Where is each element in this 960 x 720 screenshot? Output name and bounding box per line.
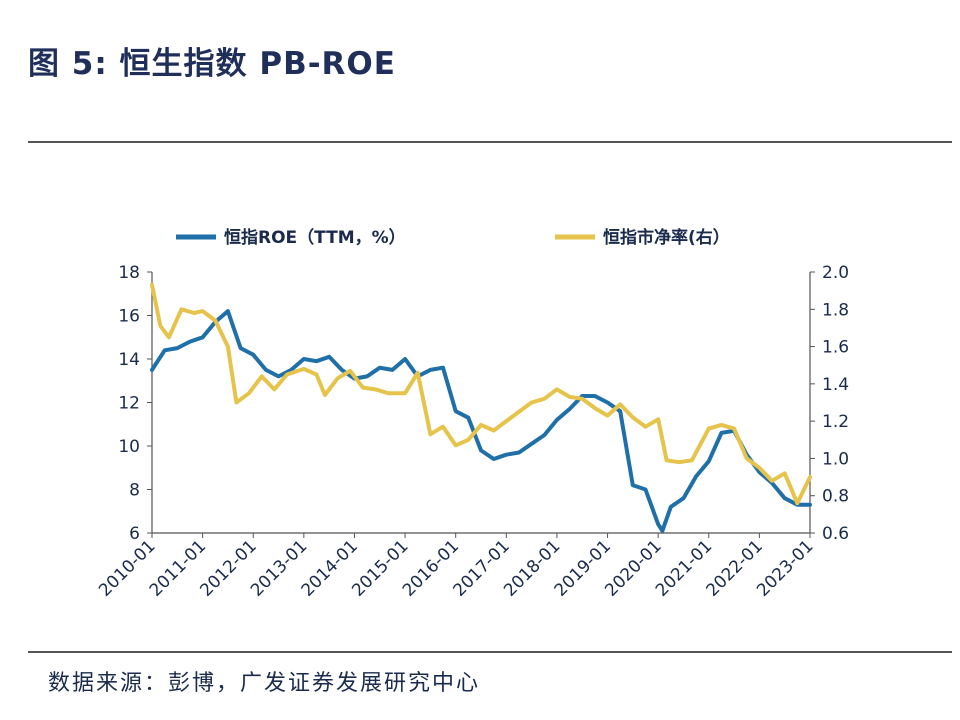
series-line-pb: [150, 283, 812, 506]
left-tick-label: 14: [118, 350, 140, 370]
left-tick-label: 16: [118, 307, 140, 327]
right-tick-label: 1.8: [822, 300, 849, 320]
bottom-divider: [28, 651, 952, 653]
left-tick-label: 18: [118, 263, 140, 283]
top-divider: [28, 141, 952, 143]
legend-label-roe: 恒指ROE（TTM，%）: [224, 227, 406, 248]
left-tick-label: 12: [118, 394, 140, 414]
right-tick-label: 0.8: [822, 487, 849, 507]
left-tick-label: 8: [129, 481, 140, 501]
left-tick-label: 10: [118, 437, 140, 457]
right-tick-label: 1.2: [822, 412, 849, 432]
right-tick-label: 0.6: [822, 524, 849, 544]
legend-label-pb: 恒指市净率(右）: [603, 227, 730, 248]
series-line-roe: [150, 309, 812, 533]
source-note: 数据来源：彭博，广发证券发展研究中心: [48, 671, 481, 696]
chart-legend: 恒指ROE（TTM，%） 恒指市净率(右）: [176, 227, 730, 248]
x-tick-label: 2023-01: [753, 536, 817, 600]
right-tick-label: 1.0: [822, 449, 849, 469]
chart-series: [150, 283, 812, 533]
right-tick-label: 2.0: [822, 263, 849, 283]
left-tick-label: 6: [129, 524, 140, 544]
pb-roe-chart: 恒指ROE（TTM，%） 恒指市净率(右） 6 8 10 12 14 16 18 0.6 0.8 1…: [95, 227, 849, 601]
figure-title: 图 5: 恒生指数 PB-ROE: [28, 46, 396, 82]
right-tick-label: 1.4: [822, 375, 849, 395]
right-tick-label: 1.6: [822, 338, 849, 358]
